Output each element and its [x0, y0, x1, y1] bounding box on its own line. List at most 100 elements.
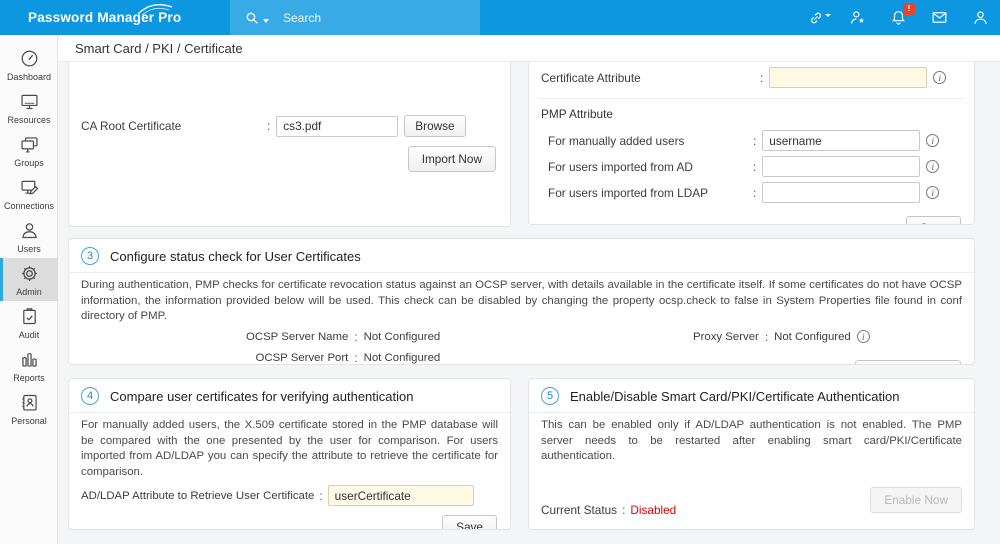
- ocsp-server-port-label: OCSP Server Port: [255, 351, 349, 364]
- sidebar-item-connections[interactable]: Connections: [0, 172, 58, 215]
- colon-separator: [753, 158, 756, 176]
- info-icon[interactable]: [926, 134, 940, 147]
- ocsp-server-name-value: Not Configured: [363, 330, 441, 343]
- current-status-value: Disabled: [630, 503, 677, 517]
- adldap-attribute-input[interactable]: [327, 485, 474, 506]
- resources-icon: [20, 94, 38, 109]
- app-logo[interactable]: Password Manager Pro: [28, 0, 181, 35]
- sidebar-item-users[interactable]: Users: [0, 215, 58, 258]
- current-status-label: Current Status: [541, 503, 618, 517]
- import-now-button[interactable]: Import Now: [407, 146, 496, 172]
- manually-added-users-input[interactable]: [762, 130, 921, 151]
- sidebar-item-label: Users: [17, 243, 41, 254]
- sidebar-item-label: Admin: [16, 286, 42, 297]
- dashboard-icon: [21, 50, 37, 66]
- groups-icon: [20, 136, 38, 153]
- step-number-badge: 4: [81, 387, 99, 405]
- users-icon: [21, 222, 37, 238]
- proxy-server-label: Proxy Server: [693, 330, 759, 343]
- panel-compare-certificates: 4 Compare user certificates for verifyin…: [68, 378, 511, 530]
- page-title: Smart Card / PKI / Certificate: [75, 41, 243, 56]
- page-title-bar: Smart Card / PKI / Certificate: [58, 35, 1000, 62]
- sidebar-item-label: Audit: [18, 329, 40, 340]
- configure-now-button[interactable]: Configure Now: [854, 359, 961, 364]
- user-favorites-icon[interactable]: [847, 8, 867, 28]
- sidebar-nav: Dashboard Resources Groups Connections U…: [0, 35, 58, 544]
- sidebar-item-groups[interactable]: Groups: [0, 129, 58, 172]
- compare-description: For manually added users, the X.509 cert…: [81, 419, 498, 478]
- colon-separator: [354, 349, 357, 365]
- ocsp-server-port-value: Not Configured: [363, 351, 441, 364]
- colon-separator: [753, 132, 756, 150]
- mail-icon[interactable]: [929, 8, 949, 28]
- search-scope-caret-icon[interactable]: [263, 18, 269, 23]
- info-icon[interactable]: [856, 330, 870, 343]
- ca-root-certificate-label: CA Root Certificate: [81, 119, 182, 133]
- colon-separator: [354, 328, 357, 346]
- status-check-title: Configure status check for User Certific…: [110, 248, 361, 264]
- info-icon[interactable]: [926, 160, 940, 173]
- sidebar-item-resources[interactable]: Resources: [0, 86, 58, 129]
- user-account-icon[interactable]: [970, 8, 990, 28]
- proxy-server-value: Not Configured: [774, 330, 851, 343]
- quick-link-caret-icon: [825, 13, 831, 17]
- manually-added-users-label: For manually added users: [548, 133, 685, 148]
- status-check-description: During authentication, PMP checks for ce…: [81, 279, 962, 322]
- top-bar: Password Manager Pro Search: [0, 0, 1000, 35]
- gear-icon: [21, 265, 37, 281]
- step-number-badge: 3: [81, 247, 99, 265]
- logo-swoosh-icon: [137, 4, 173, 16]
- compare-title: Compare user certificates for verifying …: [110, 388, 414, 404]
- panel-ca-root-certificate: CA Root Certificate Browse Import Now: [68, 62, 511, 227]
- imported-from-ad-input[interactable]: [762, 156, 921, 177]
- sidebar-item-dashboard[interactable]: Dashboard: [0, 43, 58, 86]
- personal-icon: [21, 394, 37, 411]
- colon-separator: [267, 117, 270, 135]
- adldap-attribute-label: AD/LDAP Attribute to Retrieve User Certi…: [81, 489, 315, 502]
- notification-badge: !: [903, 2, 915, 15]
- colon-separator: [753, 184, 756, 202]
- panel-enable-disable: 5 Enable/Disable Smart Card/PKI/Certific…: [528, 378, 975, 530]
- save-attributes-button[interactable]: Save: [906, 216, 961, 224]
- search-placeholder: Search: [283, 10, 322, 25]
- panel-attribute-mapping: Certificate Attribute PMP Attribute For …: [528, 62, 975, 225]
- colon-separator: [319, 487, 322, 505]
- certificate-attribute-label: Certificate Attribute: [541, 70, 641, 85]
- ca-root-certificate-file-input[interactable]: [276, 115, 399, 137]
- info-icon[interactable]: [933, 71, 947, 84]
- enable-now-button[interactable]: Enable Now: [870, 487, 962, 513]
- sidebar-item-label: Personal: [11, 415, 47, 426]
- sidebar-item-label: Connections: [3, 200, 55, 211]
- browse-button[interactable]: Browse: [404, 115, 466, 137]
- sidebar-item-audit[interactable]: Audit: [0, 301, 58, 344]
- ocsp-server-name-label: OCSP Server Name: [246, 330, 349, 343]
- connections-icon: [20, 180, 38, 195]
- quick-link-icon[interactable]: [806, 8, 831, 28]
- sidebar-item-label: Reports: [13, 372, 45, 383]
- colon-separator: [765, 328, 768, 346]
- sidebar-item-label: Groups: [14, 157, 44, 168]
- pmp-attribute-header: PMP Attribute: [541, 107, 613, 121]
- sidebar-item-personal[interactable]: Personal: [0, 387, 58, 430]
- sidebar-item-reports[interactable]: Reports: [0, 344, 58, 387]
- panel-status-check: 3 Configure status check for User Certif…: [68, 238, 975, 365]
- step-number-badge: 5: [541, 387, 559, 405]
- colon-separator: [760, 69, 763, 87]
- enable-disable-title: Enable/Disable Smart Card/PKI/Certificat…: [570, 388, 900, 404]
- global-search[interactable]: Search: [230, 0, 480, 35]
- imported-from-ad-label: For users imported from AD: [548, 159, 693, 174]
- colon-separator: [622, 501, 625, 519]
- reports-icon: [21, 352, 37, 367]
- certificate-attribute-input[interactable]: [769, 67, 928, 88]
- search-icon: [246, 12, 258, 24]
- sidebar-item-label: Resources: [7, 114, 51, 125]
- app-logo-text: Password Manager Pro: [28, 10, 182, 25]
- main-content: CA Root Certificate Browse Import Now Ce…: [58, 62, 1000, 544]
- notifications-bell-icon[interactable]: !: [888, 2, 915, 28]
- save-compare-button[interactable]: Save: [442, 515, 497, 529]
- imported-from-ldap-input[interactable]: [762, 182, 921, 203]
- info-icon[interactable]: [926, 186, 940, 199]
- enable-disable-description: This can be enabled only if AD/LDAP auth…: [541, 419, 962, 462]
- sidebar-item-admin[interactable]: Admin: [0, 258, 58, 301]
- sidebar-item-label: Dashboard: [6, 71, 52, 82]
